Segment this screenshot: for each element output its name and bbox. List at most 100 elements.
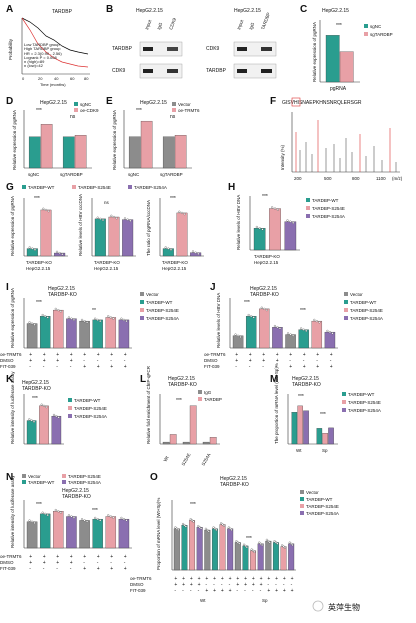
panel-o-cond3: FIT-039: [130, 588, 146, 593]
panel-d-bars: [28, 124, 87, 169]
panel-o-cond1: oe-TRMT6: [130, 576, 152, 581]
panel-m-ko: TARDBP-KO: [292, 382, 321, 388]
panel-n-cond2: DMSO: [0, 560, 14, 565]
panel-j-cond3: FIT-039: [204, 364, 220, 369]
panel-label-n: N: [6, 472, 13, 483]
blot1-col-input: Input: [144, 19, 152, 31]
bar: [339, 51, 354, 83]
panel-h-sig: ***: [262, 194, 268, 200]
panel-e-x1: sgNC: [128, 172, 140, 177]
panel-label-b: B: [106, 4, 113, 15]
panel-i-leg4: TARDBP-S254A: [146, 316, 179, 321]
data-point: [167, 247, 170, 250]
panel-d-ylabel: Relative expression of pgRNA: [12, 110, 17, 170]
panel-j-cond1: oe-TRMT6: [204, 352, 226, 357]
bar: [204, 529, 211, 571]
bar: [26, 323, 38, 349]
bar: [162, 136, 175, 169]
panel-o-x2: Sp: [262, 598, 268, 603]
condition-sign: -: [252, 588, 254, 594]
condition-sign: -: [56, 566, 58, 572]
condition-sign: +: [236, 576, 239, 582]
panel-l-x2: S254E: [181, 452, 192, 466]
condition-sign: +: [70, 358, 73, 364]
condition-sign: +: [97, 364, 100, 370]
bar: [40, 209, 52, 257]
data-point: [99, 320, 102, 323]
condition-sign: +: [291, 588, 294, 594]
km-legend-high: High TARDBP group: [24, 46, 61, 51]
data-point: [83, 320, 86, 323]
data-point: [276, 326, 279, 329]
data-point: [239, 335, 242, 339]
panel-m-bars: [291, 405, 334, 445]
data-point: [33, 248, 37, 251]
blot2-col-igg: IgG: [248, 21, 255, 30]
bar: [140, 120, 153, 169]
data-point: [234, 333, 237, 336]
panel-c-cell: HepG2.2.15: [322, 8, 349, 14]
panel-l-x1: Wt: [163, 455, 170, 463]
condition-sign: +: [244, 576, 247, 582]
data-point: [28, 321, 31, 324]
panel-i-cond1: oe-TRMT6: [0, 352, 22, 357]
data-point: [286, 219, 289, 222]
data-point: [175, 527, 178, 530]
panel-j: J HepG2.2.15 TARDBP-KO Relative levels o…: [204, 282, 383, 370]
data-point: [59, 310, 62, 313]
data-point: [258, 227, 261, 230]
panel-label-c: C: [300, 4, 307, 15]
bar: [176, 212, 188, 257]
condition-sign: -: [83, 358, 85, 364]
panel-f-spectrum: [295, 120, 397, 172]
data-point: [94, 516, 97, 519]
condition-sign: +: [190, 582, 193, 588]
data-point: [42, 404, 46, 407]
panel-n-cond3: FIT-039: [0, 566, 16, 571]
panel-o-ylabel: Proportion of mRNA level (Wt+Sp)%: [156, 498, 161, 570]
blot1-box-top: [139, 41, 183, 57]
data-point: [72, 516, 76, 519]
data-point: [244, 544, 247, 547]
km-title: TARDBP: [52, 9, 73, 15]
panel-d-leg2: oe-CDK9: [80, 108, 99, 113]
condition-sign: +: [221, 588, 224, 594]
bar: [28, 136, 41, 169]
data-point: [59, 511, 62, 514]
panel-h-bars: [253, 206, 297, 251]
bar: [94, 218, 106, 257]
panel-f-x1100: 1100: [376, 176, 386, 181]
panel-l-ylabel: Relative fold enrichment of ChIP-qPCR: [146, 365, 151, 444]
data-point: [94, 317, 97, 320]
condition-sign: -: [275, 582, 277, 588]
bar: [209, 437, 217, 445]
panel-j-cond2: DMSO: [204, 358, 218, 363]
panel-f-x800: 800: [352, 176, 360, 181]
condition-sign: +: [43, 560, 46, 566]
data-point: [191, 250, 195, 253]
panel-g2-ko: TARDBP-KO: [94, 260, 120, 265]
panel-m: M HepG2.2.15 TARDBP-KO The proportion of…: [270, 363, 381, 453]
data-point: [67, 316, 70, 319]
condition-sign: +: [229, 576, 232, 582]
bar: [74, 135, 87, 169]
panel-c-ylabel: Relative expression of pgRNA: [312, 22, 317, 82]
data-point: [265, 309, 268, 312]
bar: [245, 316, 257, 349]
condition-sign: +: [303, 364, 306, 370]
bar: [250, 550, 257, 571]
panel-d-leg1: sgNC: [80, 102, 92, 107]
panel-d-x2: sgTARDBP: [60, 172, 83, 177]
condition-sign: -: [235, 364, 237, 370]
data-point: [276, 542, 279, 545]
panel-f-ylabel: Intensity (%): [280, 144, 285, 170]
data-point: [236, 541, 239, 544]
bar: [66, 516, 77, 549]
data-point: [331, 332, 334, 335]
bar: [232, 335, 244, 349]
bar: [40, 124, 53, 169]
data-point: [268, 541, 271, 544]
panel-label-i: I: [6, 282, 9, 293]
panel-l-x3: S254A: [201, 452, 212, 466]
condition-sign: +: [70, 352, 73, 358]
